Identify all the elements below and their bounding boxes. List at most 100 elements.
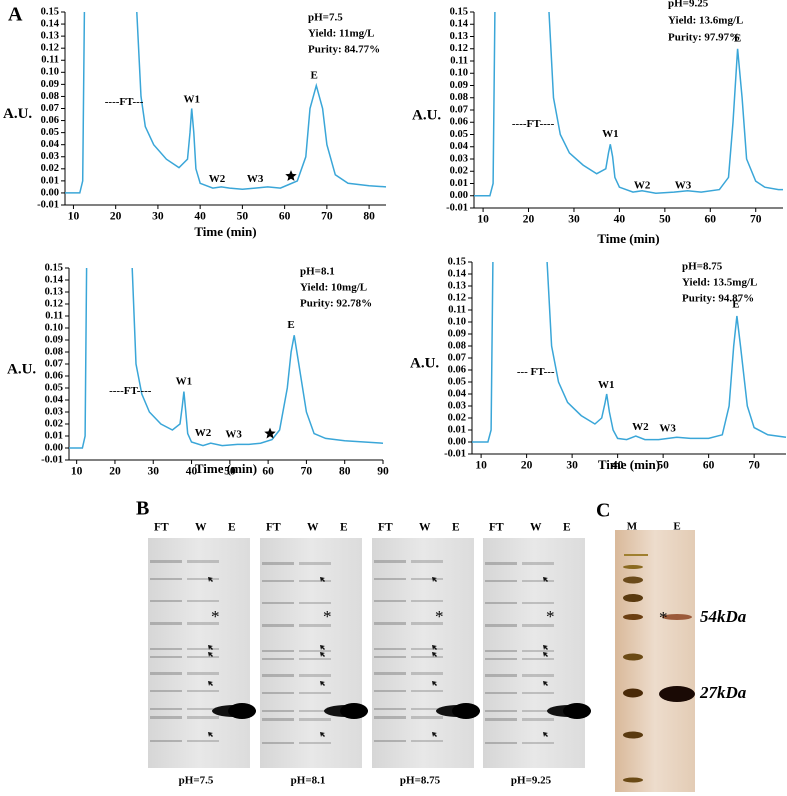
y-tick-label: 0.08: [450, 92, 468, 103]
peak-label: W3: [659, 422, 676, 434]
gel-band: [411, 656, 443, 658]
x-tick-label: 80: [363, 211, 375, 223]
x-axis-label: Time (min): [195, 461, 257, 476]
y-tick-label: 0.03: [448, 400, 466, 411]
y-tick-label: 0.14: [41, 18, 60, 29]
gel-image: [372, 538, 474, 768]
marker-band: [623, 565, 643, 569]
marker-band: [624, 554, 648, 556]
x-tick-label: 60: [279, 211, 291, 223]
arrow: [432, 732, 437, 737]
gel-band: [522, 580, 554, 582]
gel-ph-label: pH=7.5: [179, 775, 214, 787]
marker-band: [623, 688, 643, 698]
info-text: Yield: 13.5mg/L: [682, 277, 757, 289]
x-tick-label: 40: [614, 214, 626, 226]
gel-image: [148, 538, 250, 768]
y-tick-label: 0.15: [450, 6, 468, 17]
gel-band: [411, 672, 443, 675]
gel-band: [187, 708, 219, 710]
marker-band: [623, 777, 643, 783]
gel-band: [485, 602, 517, 604]
y-tick-label: 0.03: [450, 153, 468, 164]
gel-band: [299, 692, 331, 694]
y-tick-label: 0.11: [41, 55, 59, 66]
x-tick-label: 60: [703, 460, 715, 472]
gel-band: [522, 562, 554, 565]
y-tick-label: 0.12: [448, 292, 466, 303]
gel-band: [187, 622, 219, 625]
gel-band: [150, 648, 182, 650]
gel-band-main: [563, 703, 591, 719]
star-marker: [285, 170, 297, 181]
asterisk: *: [323, 607, 332, 626]
gel-band: [522, 674, 554, 677]
y-tick-label: 0.00: [450, 190, 468, 201]
peak-label: W2: [632, 421, 649, 433]
x-tick-label: 40: [194, 211, 206, 223]
y-tick-label: 0.04: [41, 139, 60, 150]
gel-band: [262, 650, 294, 652]
info-text: Yield: 11mg/L: [308, 28, 375, 40]
info-text: pH=8.75: [682, 261, 723, 273]
gel-band: [262, 718, 294, 721]
y-tick-label: 0.02: [448, 412, 466, 423]
peak-label: E: [734, 32, 741, 44]
arrow: [208, 645, 213, 650]
gel-band: [485, 658, 517, 660]
gel-band: [150, 600, 182, 602]
asterisk: *: [435, 607, 444, 626]
y-tick-label: 0.11: [448, 304, 466, 315]
gel-ph-label: pH=9.25: [511, 775, 552, 787]
peak-label: ----FT----: [512, 118, 555, 130]
y-axis-label: A.U.: [7, 361, 36, 377]
y-tick-label: 0.08: [41, 91, 59, 102]
marker-band: [623, 731, 643, 739]
arrow: [432, 645, 437, 650]
arrow: [543, 645, 548, 650]
gel-band: [374, 672, 406, 675]
lane-label: M: [627, 521, 638, 533]
gel-band: [374, 560, 406, 563]
y-tick-label: 0.09: [45, 334, 63, 345]
gel-band: [411, 622, 443, 625]
gel-band: [262, 658, 294, 660]
gel-band: [522, 692, 554, 694]
peak-label: W1: [602, 128, 619, 140]
gel-band: [150, 560, 182, 563]
y-axis-label: A.U.: [410, 355, 439, 371]
chromatogram-line: [474, 11, 783, 197]
lane-label: E: [228, 522, 236, 534]
peak-label: W2: [195, 427, 212, 439]
gel-band: [299, 580, 331, 582]
y-tick-label: 0.07: [45, 358, 63, 369]
gel-band: [299, 624, 331, 627]
peak-label: E: [287, 319, 294, 331]
y-tick-label: 0.07: [450, 104, 468, 115]
size-marker: 27kDa: [699, 683, 747, 702]
lane-label: E: [452, 522, 460, 534]
x-tick-label: 70: [748, 460, 760, 472]
gel-band: [187, 648, 219, 650]
gel-band: [374, 656, 406, 658]
y-tick-label: 0.02: [450, 166, 468, 177]
arrow: [320, 681, 325, 686]
x-tick-label: 20: [521, 460, 533, 472]
gel-band: [374, 648, 406, 650]
gel-band: [411, 578, 443, 580]
gel-band: [522, 718, 554, 721]
gel-band: [262, 710, 294, 712]
y-tick-label: 0.04: [450, 141, 469, 152]
info-text: pH=9.25: [668, 0, 709, 10]
peak-label: W3: [225, 428, 242, 440]
gel-band: [485, 742, 517, 744]
lane-label: FT: [378, 522, 393, 534]
arrow: [320, 732, 325, 737]
lane-label: W: [307, 522, 319, 534]
gel-band: [411, 716, 443, 719]
y-tick-label: 0.01: [448, 424, 466, 435]
y-tick-label: 0.06: [41, 115, 59, 126]
asterisk: *: [546, 607, 555, 626]
x-tick-label: 40: [612, 460, 624, 472]
